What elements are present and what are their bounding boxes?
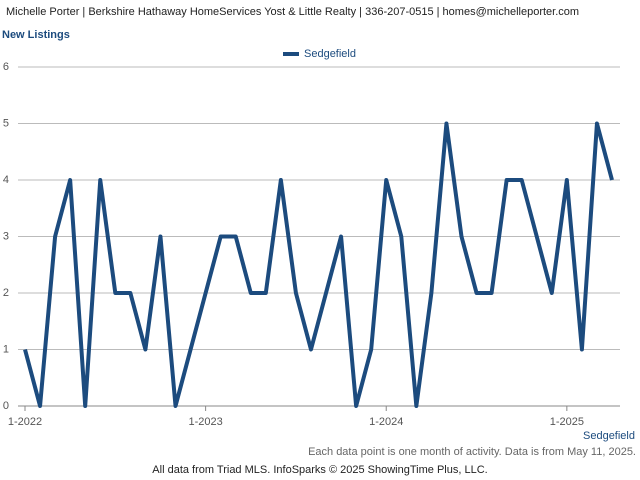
series-label: Sedgefield: [583, 430, 635, 442]
header: Michelle Porter | Berkshire Hathaway Hom…: [6, 6, 579, 18]
y-tick-label: 0: [3, 400, 9, 412]
y-tick-label: 1: [3, 343, 9, 355]
chart-title: New Listings: [2, 29, 70, 41]
footer: All data from Triad MLS. InfoSparks © 20…: [152, 464, 487, 476]
y-tick-label: 3: [3, 230, 9, 242]
x-tick-label: 1-2024: [369, 416, 403, 428]
y-tick-label: 4: [3, 174, 9, 186]
y-tick-label: 6: [3, 61, 9, 73]
x-tick-label: 1-2023: [188, 416, 222, 428]
x-tick-label: 1-2025: [550, 416, 584, 428]
x-tick-label: 1-2022: [8, 416, 42, 428]
note: Each data point is one month of activity…: [308, 446, 636, 458]
series-line: [23, 121, 614, 408]
y-tick-label: 5: [3, 117, 9, 129]
legend-label: Sedgefield: [304, 48, 356, 60]
y-tick-label: 2: [3, 287, 9, 299]
